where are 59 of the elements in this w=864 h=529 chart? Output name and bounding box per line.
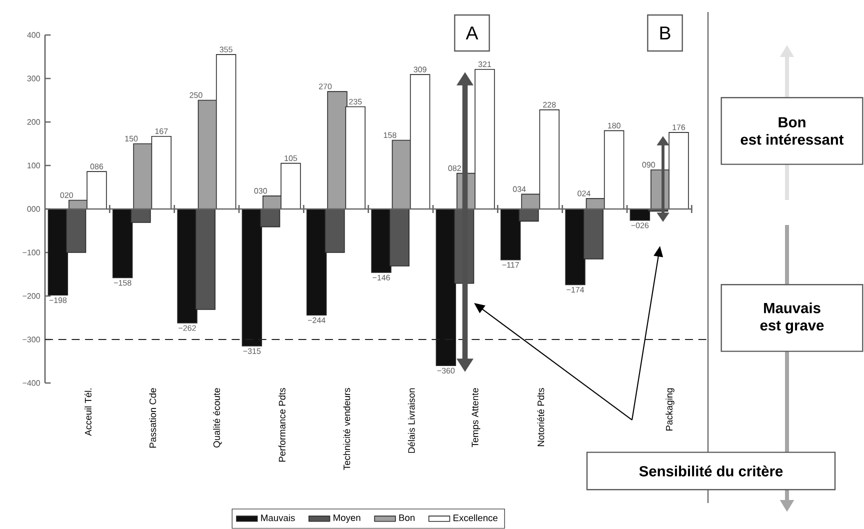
data-label: 228 (543, 102, 556, 108)
x-tick-label: Temps Attente (472, 388, 480, 448)
data-label: 086 (90, 164, 104, 170)
text: Bon (778, 117, 806, 128)
data-label: 024 (578, 190, 590, 196)
y-tick-label: 100 (28, 162, 40, 168)
y-tick-label: 300 (27, 76, 40, 82)
data-label: 150 (125, 136, 138, 142)
text: Mauvais (764, 302, 820, 314)
legend-label: Moyen (334, 514, 360, 524)
x-tick-label: Délais Livraison (408, 388, 415, 453)
data-label: −026 (631, 222, 649, 228)
data-label: −174 (566, 287, 584, 293)
data-label: 176 (672, 124, 686, 130)
data-label: −315 (243, 348, 261, 354)
data-label: 355 (220, 46, 232, 52)
data-label: 105 (284, 156, 298, 162)
y-tick-label: 000 (27, 206, 40, 212)
annotation: A (466, 26, 478, 40)
x-tick-label: Technicité vendeurs (343, 388, 350, 470)
y-tick-label: −100 (22, 250, 40, 256)
data-label: 309 (414, 66, 426, 72)
text: est grave (760, 321, 824, 334)
data-label: 167 (155, 128, 168, 134)
legend-label: Bon (399, 514, 415, 522)
data-label: 034 (512, 186, 526, 192)
data-label: 321 (478, 62, 492, 68)
legend-label: Excellence (454, 514, 498, 522)
text: est intéressant (740, 134, 844, 145)
data-label: −117 (502, 262, 519, 268)
data-label: 090 (642, 162, 655, 168)
data-label: −158 (114, 280, 132, 286)
y-tick-label: −200 (22, 293, 40, 299)
y-tick-label: −400 (22, 380, 40, 386)
y-tick-label: 400 (27, 32, 40, 38)
x-tick-label: Passation Cde (149, 388, 156, 448)
data-label: 158 (384, 132, 396, 138)
x-tick-label: Notoriété Pdts (537, 388, 544, 446)
x-tick-label: Packaging (666, 388, 674, 431)
y-tick-label: 200 (27, 119, 40, 125)
data-label: 082 (448, 166, 461, 172)
legend-label: Mauvais (261, 514, 295, 522)
data-label: −146 (372, 274, 390, 281)
x-tick-label: Acceuil Tél. (84, 388, 92, 436)
y-tick-label: −300 (22, 336, 40, 342)
data-label: −198 (49, 298, 67, 304)
annotation: B (660, 26, 670, 40)
data-label: 030 (254, 188, 267, 194)
text: Sensibilité du critère (639, 466, 783, 477)
data-label: 270 (319, 84, 332, 90)
data-label: 180 (608, 122, 620, 129)
data-label: 020 (60, 192, 73, 198)
data-label: 250 (190, 92, 202, 98)
x-tick-label: Performance Pdts (278, 388, 286, 462)
data-label: −262 (178, 325, 196, 332)
data-label: −360 (437, 368, 455, 374)
data-label: 235 (349, 98, 362, 105)
x-tick-label: Qualité écoute (213, 388, 222, 448)
data-label: −244 (308, 318, 326, 324)
